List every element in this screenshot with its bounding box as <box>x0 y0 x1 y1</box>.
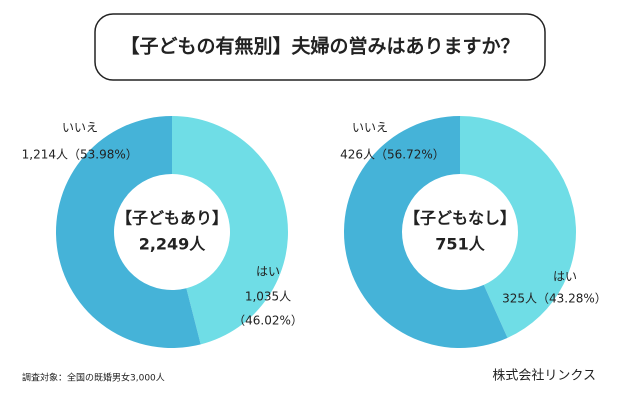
note: 調査対象：全国の既婚男女3,000人 <box>22 372 165 384</box>
center-total: 751人 <box>435 235 485 254</box>
donut-slice <box>56 116 201 348</box>
count-label: 1,214人 <box>22 148 68 162</box>
count-label: 1,035人 <box>245 290 291 304</box>
count-label: 325人 <box>502 292 537 306</box>
slice-label: はい <box>256 265 280 279</box>
slice-label: いいえ <box>352 121 388 135</box>
percent-label: （56.72%） <box>375 148 445 162</box>
donut-slice <box>343 116 508 348</box>
title-box <box>94 13 546 81</box>
percent-label: （53.98%） <box>68 148 138 162</box>
donut-slice <box>460 116 576 338</box>
count-label: 426人 <box>340 148 375 162</box>
slice-label: いいえ <box>62 121 98 135</box>
percent-label: （46.02%） <box>233 314 303 328</box>
slice-label: はい <box>553 270 577 284</box>
chart-title: 【子どもの有無別】夫婦の営みはありますか？ <box>120 35 519 58</box>
donut-slice <box>172 116 288 345</box>
percent-label: （43.28%） <box>537 292 607 306</box>
center-total: 2,249人 <box>139 235 207 254</box>
source: 株式会社リンクス <box>492 368 596 384</box>
center-title: 【子どもあり】 <box>116 209 228 228</box>
center-title: 【子どもなし】 <box>404 209 516 228</box>
